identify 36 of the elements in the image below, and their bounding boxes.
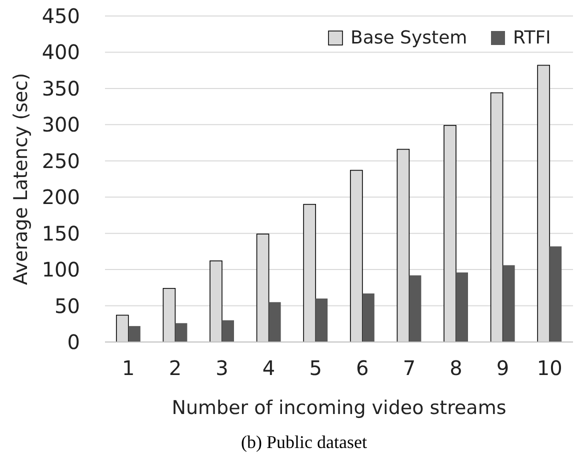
y-tick-label: 100 — [42, 258, 80, 282]
y-tick-label: 150 — [42, 221, 80, 246]
y-tick-label: 200 — [42, 185, 80, 210]
x-tick-label: 8 — [450, 356, 462, 380]
bar — [128, 326, 140, 342]
bar — [116, 314, 129, 342]
bar — [409, 275, 422, 342]
text: (b) Public dataset — [241, 432, 367, 452]
bar — [268, 302, 281, 342]
x-tick-label: 6 — [356, 356, 369, 380]
bar — [175, 323, 188, 342]
x-tick-label: 5 — [309, 356, 322, 380]
bar — [456, 272, 468, 342]
x-tick-label: 1 — [122, 356, 135, 380]
legend-label: RTFI — [513, 28, 551, 48]
x-tick-label: 7 — [402, 356, 416, 380]
y-tick-label: 350 — [42, 76, 80, 100]
bar — [316, 298, 328, 342]
y-axis-title: Average Latency (sec) — [10, 72, 32, 286]
x-tick-label: 9 — [496, 356, 510, 380]
y-tick-label: 50 — [54, 294, 80, 318]
y-tick-label: 250 — [42, 148, 80, 173]
y-tick-label: 400 — [42, 40, 80, 64]
bar — [222, 320, 234, 342]
bar — [550, 246, 562, 342]
x-tick-label: 10 — [536, 356, 562, 380]
bar — [362, 293, 374, 342]
x-tick-label: 4 — [262, 356, 276, 380]
y-tick-label: 300 — [42, 112, 80, 137]
x-tick-label: 2 — [168, 356, 182, 380]
y-tick-label: 0 — [67, 330, 80, 354]
x-axis-title: Number of incoming video streams — [172, 397, 506, 419]
x-tick-label: 3 — [216, 356, 228, 380]
legend-label: Base System — [350, 28, 468, 48]
y-tick-label: 450 — [42, 4, 80, 28]
bar — [502, 265, 515, 342]
